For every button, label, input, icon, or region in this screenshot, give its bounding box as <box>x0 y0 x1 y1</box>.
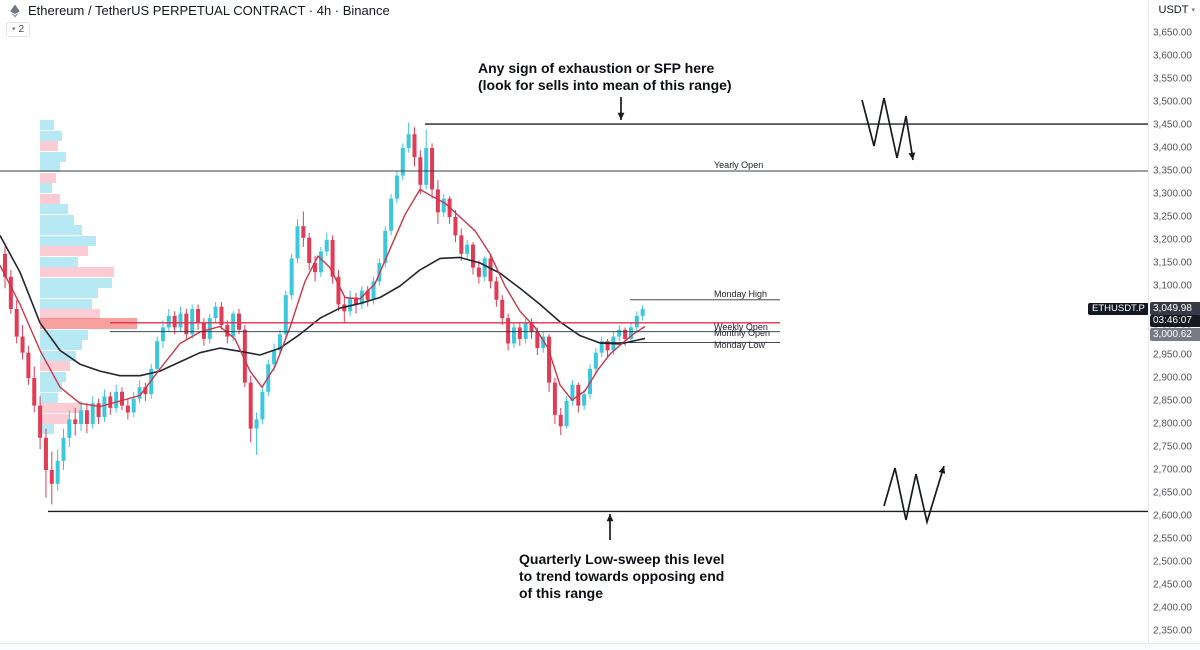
zigzag-bottom[interactable] <box>883 465 945 526</box>
ma-slow-line <box>0 235 646 377</box>
time-axis[interactable] <box>0 643 1200 650</box>
secondary-price-badge: 3,000.62 <box>1150 328 1200 341</box>
price-tick: 3,500.00 <box>1153 96 1192 108</box>
price-tick: 3,650.00 <box>1153 27 1192 39</box>
price-tick: 3,150.00 <box>1153 257 1192 269</box>
level-label-monthly-open: Monthly Open <box>714 328 770 338</box>
level-label-monday-high: Monday High <box>714 289 767 299</box>
price-tick: 3,450.00 <box>1153 119 1192 131</box>
price-tick: 2,750.00 <box>1153 441 1192 453</box>
annotation-text-line: Any sign of exhaustion or SFP here <box>478 60 715 76</box>
ethereum-logo-icon <box>8 4 22 18</box>
level-label-yearly-open: Yearly Open <box>714 160 763 170</box>
level-label-monday-low: Monday Low <box>714 340 766 350</box>
last-price-badge: 3,049.98 <box>1150 302 1200 315</box>
symbol-title: Ethereum / TetherUS PERPETUAL CONTRACT ·… <box>28 3 390 18</box>
ma-fast-line <box>0 188 646 408</box>
price-tick: 2,350.00 <box>1153 625 1192 637</box>
price-tick: 3,200.00 <box>1153 234 1192 246</box>
price-tick: 3,550.00 <box>1153 73 1192 85</box>
price-tick: 2,650.00 <box>1153 487 1192 499</box>
price-tick: 3,100.00 <box>1153 280 1192 292</box>
price-tick: 3,300.00 <box>1153 188 1192 200</box>
symbol-legend[interactable]: Ethereum / TetherUS PERPETUAL CONTRACT ·… <box>8 3 390 18</box>
price-tick: 2,700.00 <box>1153 464 1192 476</box>
annotation-exhaustion[interactable]: Any sign of exhaustion or SFP here (look… <box>478 60 732 94</box>
volume-profile <box>40 120 137 434</box>
price-tick: 2,850.00 <box>1153 395 1192 407</box>
zigzag-top[interactable] <box>861 97 914 161</box>
price-tick: 3,600.00 <box>1153 50 1192 62</box>
price-tick: 2,450.00 <box>1153 579 1192 591</box>
annotation-text-line: Quarterly Low-sweep this level <box>519 551 725 567</box>
price-tick: 2,900.00 <box>1153 372 1192 384</box>
candlestick-chart[interactable]: Yearly Open Monday High Weekly OpenMonthly… <box>0 0 1148 644</box>
object-tree-badge[interactable]: ▾ 2 <box>6 22 31 37</box>
drawings[interactable] <box>606 97 946 540</box>
candles <box>3 122 645 505</box>
price-tick: 2,600.00 <box>1153 510 1192 522</box>
price-tick: 3,350.00 <box>1153 165 1192 177</box>
annotation-text-line: to trend towards opposing end <box>519 568 725 584</box>
price-tick: 3,250.00 <box>1153 211 1192 223</box>
object-count: 2 <box>18 24 25 35</box>
currency-selector[interactable]: USDT ▾ <box>1159 4 1195 16</box>
countdown-badge: 03:46:07 <box>1150 315 1200 327</box>
price-tick: 2,500.00 <box>1153 556 1192 568</box>
level-label-weekly-open: Weekly Open <box>714 322 768 332</box>
price-tick: 3,400.00 <box>1153 142 1192 154</box>
price-tick: 2,950.00 <box>1153 349 1192 361</box>
currency-label: USDT <box>1158 4 1189 16</box>
annotation-quarterly[interactable]: Quarterly Low-sweep this level to trend … <box>519 551 724 602</box>
annotation-text-line: (look for sells into mean of this range) <box>478 77 732 93</box>
chevron-down-icon: ▾ <box>12 26 16 33</box>
annotation-text-line: of this range <box>519 585 604 601</box>
price-axis[interactable]: 3,049.98 03:46:07 3,000.62 USDT ▾ 3,650.… <box>1148 0 1200 644</box>
chevron-down-icon: ▾ <box>1191 7 1195 14</box>
price-tick: 2,550.00 <box>1153 533 1192 545</box>
symbol-price-badge: ETHUSDT.P <box>1088 303 1149 315</box>
price-tick: 2,400.00 <box>1153 602 1192 614</box>
price-tick: 2,800.00 <box>1153 418 1192 430</box>
